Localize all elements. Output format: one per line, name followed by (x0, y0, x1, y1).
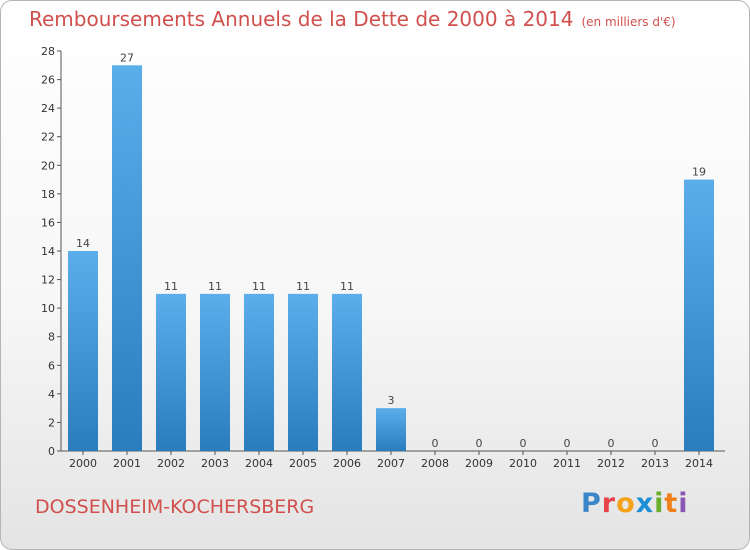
x-tick-label: 2014 (685, 457, 713, 470)
data-label: 0 (608, 437, 615, 450)
data-label: 3 (388, 394, 395, 407)
y-tick-label: 16 (41, 216, 55, 229)
data-label: 11 (296, 280, 310, 293)
commune-name: DOSSENHEIM-KOCHERSBERG (35, 496, 315, 518)
y-tick-label: 24 (41, 102, 55, 115)
chart-unit-text: (en milliers d'€) (581, 15, 676, 29)
bar (376, 408, 406, 451)
x-tick-label: 2008 (421, 457, 449, 470)
data-label: 14 (76, 237, 90, 250)
y-tick-label: 26 (41, 74, 55, 87)
data-label: 0 (476, 437, 483, 450)
chart-title-text: Remboursements Annuels de la Dette de 20… (29, 7, 574, 31)
x-tick-label: 2011 (553, 457, 581, 470)
bar (112, 65, 142, 452)
data-label: 0 (652, 437, 659, 450)
y-tick-label: 4 (48, 388, 55, 401)
logo-letter: P (581, 488, 602, 519)
bar (288, 293, 318, 451)
chart-title: Remboursements Annuels de la Dette de 20… (29, 7, 676, 31)
y-tick-label: 20 (41, 159, 55, 172)
bar (200, 293, 230, 451)
proxiti-logo: Proxiti (581, 488, 689, 519)
logo-letter: i (678, 488, 689, 519)
data-label: 0 (520, 437, 527, 450)
logo-letter: t (664, 488, 679, 519)
bar (684, 179, 714, 452)
x-tick-label: 2012 (597, 457, 625, 470)
y-tick-label: 12 (41, 274, 55, 287)
y-tick-label: 10 (41, 302, 55, 315)
x-tick-label: 2000 (69, 457, 97, 470)
bar (68, 251, 98, 451)
x-tick-label: 2013 (641, 457, 669, 470)
x-tick-label: 2005 (289, 457, 317, 470)
y-tick-label: 6 (48, 359, 55, 372)
data-label: 27 (120, 51, 134, 64)
bar (332, 293, 362, 451)
y-tick-label: 28 (41, 45, 55, 58)
x-tick-label: 2001 (113, 457, 141, 470)
data-label: 11 (164, 280, 178, 293)
x-tick-label: 2010 (509, 457, 537, 470)
data-label: 0 (432, 437, 439, 450)
logo-letter: i (654, 488, 665, 519)
data-label: 11 (340, 280, 354, 293)
bar (244, 293, 274, 451)
bar (156, 293, 186, 451)
y-tick-label: 14 (41, 245, 55, 258)
x-tick-label: 2003 (201, 457, 229, 470)
x-tick-label: 2009 (465, 457, 493, 470)
y-tick-label: 8 (48, 331, 55, 344)
logo-letter: x (635, 488, 655, 519)
y-tick-label: 0 (48, 445, 55, 458)
logo-letter: o (616, 488, 636, 519)
y-tick-label: 2 (48, 416, 55, 429)
y-tick-label: 22 (41, 131, 55, 144)
data-label: 0 (564, 437, 571, 450)
y-tick-label: 18 (41, 188, 55, 201)
x-tick-label: 2002 (157, 457, 185, 470)
data-label: 11 (208, 280, 222, 293)
logo-letter: r (601, 488, 617, 519)
data-label: 19 (692, 166, 706, 179)
data-label: 11 (252, 280, 266, 293)
x-tick-label: 2006 (333, 457, 361, 470)
x-tick-label: 2007 (377, 457, 405, 470)
x-tick-label: 2004 (245, 457, 273, 470)
